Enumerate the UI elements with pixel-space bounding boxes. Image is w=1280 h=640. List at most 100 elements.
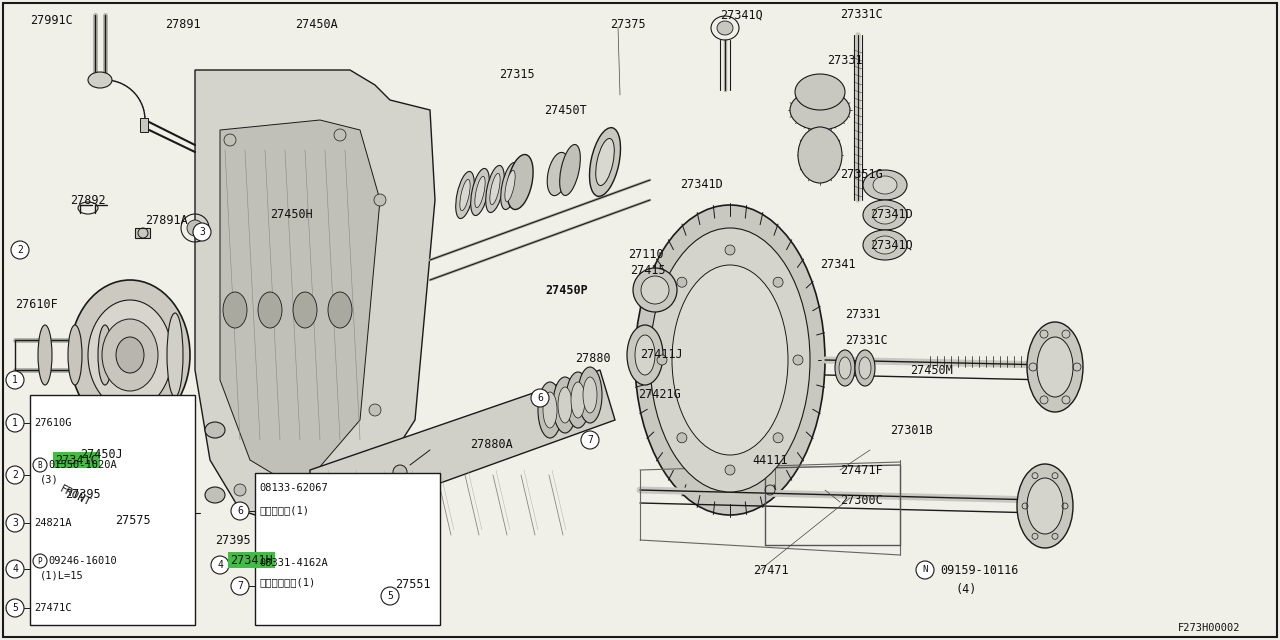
Ellipse shape xyxy=(205,422,225,438)
Text: 08331-4162A: 08331-4162A xyxy=(259,558,328,568)
Ellipse shape xyxy=(873,236,897,254)
Ellipse shape xyxy=(724,245,735,255)
Text: 27450P: 27450P xyxy=(545,284,588,296)
Text: B: B xyxy=(37,461,42,470)
Text: 6: 6 xyxy=(538,393,543,403)
Text: 27341: 27341 xyxy=(820,259,855,271)
Ellipse shape xyxy=(116,337,143,373)
Text: 4: 4 xyxy=(218,560,223,570)
Circle shape xyxy=(916,561,934,579)
Text: 3: 3 xyxy=(12,518,18,528)
Text: 27610F: 27610F xyxy=(15,298,58,312)
Circle shape xyxy=(230,577,250,595)
Ellipse shape xyxy=(873,176,897,194)
Ellipse shape xyxy=(859,357,870,379)
Ellipse shape xyxy=(863,200,908,230)
Text: 6: 6 xyxy=(237,506,243,516)
Ellipse shape xyxy=(475,177,485,207)
Circle shape xyxy=(6,371,24,389)
Text: 27891: 27891 xyxy=(165,19,201,31)
Ellipse shape xyxy=(641,276,669,304)
Text: 27341C: 27341C xyxy=(55,454,97,467)
Ellipse shape xyxy=(293,292,317,328)
Text: 27341D: 27341D xyxy=(870,209,913,221)
Circle shape xyxy=(6,560,24,578)
Text: 44111: 44111 xyxy=(753,454,787,467)
Ellipse shape xyxy=(224,134,236,146)
Text: 27891A: 27891A xyxy=(145,214,188,227)
Text: 27331: 27331 xyxy=(845,308,881,321)
Ellipse shape xyxy=(1027,478,1062,534)
Ellipse shape xyxy=(1037,337,1073,397)
Text: 27450A: 27450A xyxy=(294,19,338,31)
Text: 27341D: 27341D xyxy=(680,179,723,191)
Text: 01550-1020A: 01550-1020A xyxy=(49,460,116,470)
Text: 27341Q: 27341Q xyxy=(719,8,763,22)
Ellipse shape xyxy=(794,355,803,365)
Ellipse shape xyxy=(99,325,113,385)
Text: 27395: 27395 xyxy=(65,488,101,502)
Text: 27450H: 27450H xyxy=(270,209,312,221)
Ellipse shape xyxy=(334,129,346,141)
Text: F273H00002: F273H00002 xyxy=(1178,623,1240,633)
Ellipse shape xyxy=(582,377,596,413)
Ellipse shape xyxy=(627,325,663,385)
Bar xyxy=(255,473,440,625)
Ellipse shape xyxy=(873,206,897,224)
Ellipse shape xyxy=(566,372,590,428)
Bar xyxy=(134,228,150,238)
Ellipse shape xyxy=(773,433,783,443)
Text: 27415: 27415 xyxy=(630,264,666,276)
Text: 27892: 27892 xyxy=(70,193,106,207)
Ellipse shape xyxy=(205,487,225,503)
Text: (3): (3) xyxy=(40,474,59,484)
Ellipse shape xyxy=(635,335,655,375)
Ellipse shape xyxy=(234,484,246,496)
Circle shape xyxy=(211,556,229,574)
Ellipse shape xyxy=(369,404,381,416)
Text: 09246-16010: 09246-16010 xyxy=(49,556,116,566)
Text: 27880A: 27880A xyxy=(470,438,513,451)
Text: 27351G: 27351G xyxy=(840,168,883,182)
Text: 2: 2 xyxy=(17,245,23,255)
Text: FRONT: FRONT xyxy=(58,484,92,508)
Ellipse shape xyxy=(657,355,667,365)
Ellipse shape xyxy=(571,382,585,418)
Ellipse shape xyxy=(460,179,470,211)
Circle shape xyxy=(193,223,211,241)
Ellipse shape xyxy=(579,367,602,423)
Text: 27331C: 27331C xyxy=(840,8,883,22)
Ellipse shape xyxy=(538,382,562,438)
Ellipse shape xyxy=(456,172,475,218)
Ellipse shape xyxy=(137,435,173,485)
Ellipse shape xyxy=(490,173,500,205)
Ellipse shape xyxy=(70,280,189,430)
Text: 27471: 27471 xyxy=(753,563,788,577)
Text: 09159-10116: 09159-10116 xyxy=(940,563,1019,577)
Ellipse shape xyxy=(790,90,850,130)
Text: 1: 1 xyxy=(12,375,18,385)
Text: 27341Q: 27341Q xyxy=(870,239,913,252)
Ellipse shape xyxy=(133,454,157,470)
Ellipse shape xyxy=(485,166,504,212)
Ellipse shape xyxy=(504,170,515,202)
Text: 3: 3 xyxy=(200,227,205,237)
Text: 2: 2 xyxy=(12,470,18,480)
Ellipse shape xyxy=(507,154,532,209)
Polygon shape xyxy=(195,70,435,530)
Text: 27300C: 27300C xyxy=(840,493,883,506)
Text: 27991C: 27991C xyxy=(29,13,73,26)
Ellipse shape xyxy=(553,377,577,433)
Text: P: P xyxy=(37,557,42,566)
Ellipse shape xyxy=(548,152,568,196)
Text: 27301B: 27301B xyxy=(890,424,933,436)
Ellipse shape xyxy=(223,292,247,328)
Ellipse shape xyxy=(68,325,82,385)
Polygon shape xyxy=(310,370,614,530)
Ellipse shape xyxy=(634,268,677,312)
Text: 5: 5 xyxy=(387,591,393,601)
Bar xyxy=(140,118,148,132)
Ellipse shape xyxy=(152,505,168,521)
Text: 7: 7 xyxy=(237,581,243,591)
Ellipse shape xyxy=(1018,464,1073,548)
